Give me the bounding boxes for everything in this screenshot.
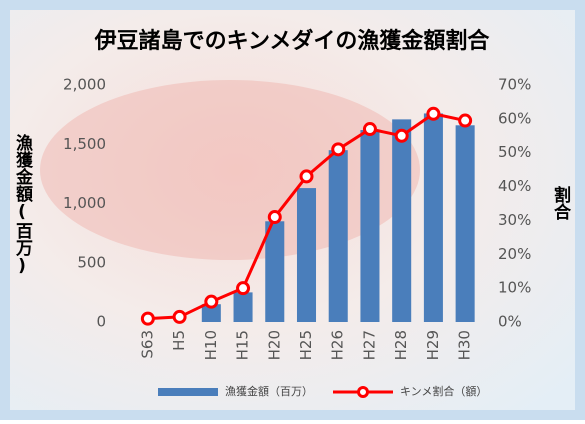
y-tick-label: 2,000 — [63, 76, 106, 94]
line-marker — [238, 283, 249, 294]
y-tick-label: 1,500 — [63, 135, 106, 153]
legend-swatch — [158, 388, 218, 396]
line-marker — [396, 130, 407, 141]
y2-tick-label: 70% — [498, 76, 531, 94]
line-marker — [333, 144, 344, 155]
legend-label: キンメ割合（額） — [400, 384, 487, 398]
y-axis-title: 漁獲金額(百万) — [12, 133, 34, 276]
x-tick-label: H27 — [360, 330, 378, 360]
line-marker — [142, 313, 153, 324]
y2-tick-label: 30% — [498, 211, 531, 229]
line-marker — [460, 115, 471, 126]
bar — [360, 130, 379, 322]
legend-swatch — [359, 388, 368, 397]
x-tick-label: H30 — [456, 330, 474, 360]
x-tick-label: H10 — [202, 330, 220, 360]
line-marker — [364, 124, 375, 135]
line-marker — [428, 108, 439, 119]
line-marker — [269, 212, 280, 223]
legend-label: 漁獲金額（百万） — [225, 384, 313, 398]
y2-tick-label: 50% — [498, 143, 531, 161]
x-tick-label: H29 — [424, 330, 442, 360]
x-tick-label: H20 — [265, 330, 283, 360]
y2-axis-title: 割合 — [550, 185, 571, 221]
x-tick-label: H15 — [234, 330, 252, 360]
y2-tick-label: 20% — [498, 245, 531, 263]
x-tick-label: H26 — [329, 330, 347, 360]
bar — [265, 221, 284, 322]
y-tick-label: 500 — [77, 253, 106, 271]
bar — [424, 113, 443, 322]
line-marker — [174, 311, 185, 322]
y2-tick-label: 40% — [498, 177, 531, 195]
chart-title: 伊豆諸島でのキンメダイの漁獲金額割合 — [94, 28, 491, 54]
y-tick-label: 1,000 — [63, 194, 106, 212]
bar — [456, 125, 475, 322]
line-marker — [301, 171, 312, 182]
x-tick-label: H25 — [297, 330, 315, 360]
x-tick-label: H5 — [170, 330, 188, 351]
x-tick-label: S63 — [138, 330, 156, 359]
y2-tick-label: 0% — [498, 313, 522, 331]
bar — [329, 150, 348, 322]
y2-tick-label: 60% — [498, 109, 531, 127]
bar — [297, 188, 316, 322]
bar — [234, 292, 253, 322]
chart: 伊豆諸島でのキンメダイの漁獲金額割合 漁獲金額(百万) 割合 0 500 1,000… — [0, 0, 585, 420]
bar — [392, 119, 411, 322]
x-tick-label: H28 — [392, 330, 410, 360]
y2-tick-label: 10% — [498, 279, 531, 297]
y-tick-label: 0 — [96, 313, 106, 331]
line-marker — [206, 296, 217, 307]
